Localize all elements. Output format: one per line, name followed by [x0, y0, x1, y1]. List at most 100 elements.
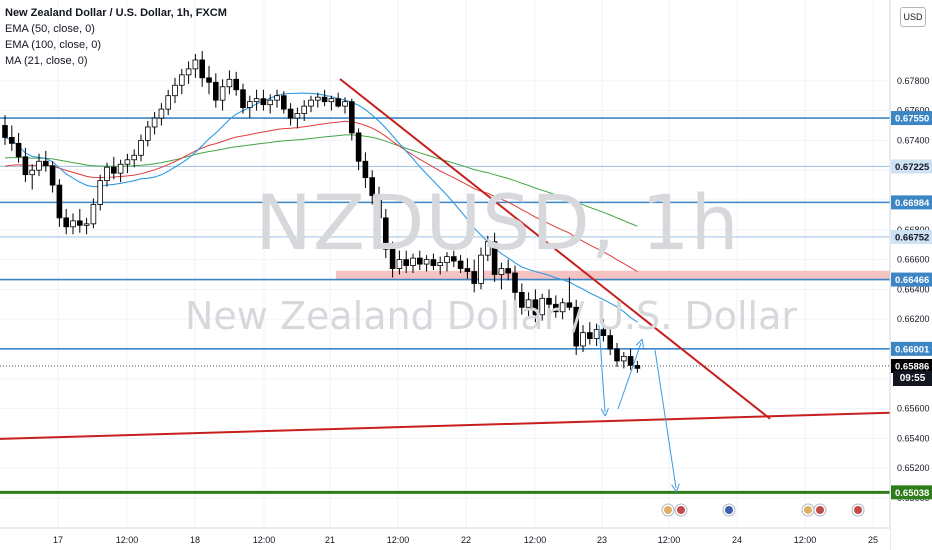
candle-body [192, 59, 199, 70]
candle-body [457, 260, 464, 269]
event-flag-icon [813, 503, 827, 517]
last-price-label-text: 0.65886 [895, 361, 929, 372]
legend-ma21[interactable]: MA (21, close, 0) [5, 55, 88, 67]
candle-body [158, 108, 165, 119]
candle [219, 79, 226, 111]
support-price-label-box [891, 485, 932, 500]
x-tick-label: 12:00 [387, 535, 410, 545]
candle-body [131, 154, 138, 161]
currency-button[interactable]: USD [900, 7, 926, 27]
candle-body [614, 348, 620, 362]
event-flag-fill [677, 506, 685, 514]
level-price-label-faint-text: 0.67225 [895, 162, 930, 173]
candle-body [525, 299, 532, 308]
candle-body [519, 291, 525, 308]
candle [15, 132, 22, 163]
candle-body [294, 113, 301, 119]
candle [212, 73, 219, 108]
candle [457, 255, 464, 274]
candle-body [233, 78, 240, 91]
candle [274, 89, 280, 108]
candle [600, 319, 607, 342]
candles [2, 51, 641, 373]
level-price-label-box [891, 272, 932, 287]
candle-body [627, 356, 634, 366]
candle [308, 95, 314, 113]
candle [240, 83, 246, 114]
candle [512, 265, 518, 300]
candle-body [246, 101, 253, 109]
support-price-label-text: 0.65038 [895, 488, 929, 499]
candle [172, 77, 178, 104]
candle [471, 259, 477, 293]
event-flag-fill [816, 506, 824, 514]
candle-body [165, 95, 172, 110]
candle [484, 235, 491, 262]
moving-averages [4, 92, 638, 323]
candle-body [553, 303, 559, 313]
candle [348, 98, 355, 141]
candle-body [389, 248, 396, 269]
y-tick-label: 0.67600 [897, 106, 930, 116]
resistance-zone [336, 270, 890, 280]
candle [83, 217, 90, 235]
level-price-label-faint-box [891, 159, 932, 174]
candle [301, 100, 307, 122]
candle-body [471, 271, 477, 284]
candle-body [90, 204, 97, 225]
candle [144, 121, 151, 147]
candle-body [308, 99, 314, 107]
projection-arrows [598, 324, 676, 488]
candle-body [559, 302, 566, 313]
candle [389, 241, 396, 278]
trendlines [0, 78, 891, 440]
watermark-name: New Zealand Dollar / U.S. Dollar [185, 294, 797, 338]
candle [587, 322, 593, 345]
y-tick-label: 0.67400 [897, 135, 930, 145]
legend-ema100[interactable]: EMA (100, close, 0) [5, 39, 101, 51]
candle-body [546, 297, 552, 305]
candle [206, 65, 212, 95]
economic-events [661, 503, 865, 517]
ema100-line [4, 134, 638, 227]
y-tick-label: 0.66600 [897, 255, 930, 265]
candle [416, 250, 423, 271]
y-tick-label: 0.65400 [897, 433, 930, 443]
candle-body [253, 98, 260, 103]
event-flag-icon [722, 503, 736, 517]
candle [43, 150, 49, 172]
candle-body [219, 86, 226, 101]
candle-body [8, 137, 15, 144]
candle [104, 162, 110, 187]
candle [178, 68, 185, 95]
candle [253, 89, 260, 111]
candle-body [260, 98, 267, 106]
level-price-label-faint-text: 0.66752 [895, 232, 929, 243]
event-flag-fill [664, 506, 672, 514]
candle [280, 91, 287, 114]
candle [430, 253, 437, 271]
candle-body [199, 59, 206, 79]
candle [77, 208, 83, 233]
candle-body [206, 77, 212, 83]
candle [165, 89, 172, 116]
candle-body [342, 101, 348, 107]
candle-body [587, 332, 593, 339]
candle-body [335, 98, 341, 107]
candle [546, 289, 552, 311]
ma21-line [4, 92, 638, 323]
candle-body [280, 95, 287, 110]
candle [532, 289, 539, 323]
candle [335, 92, 341, 108]
time-axis-bg [0, 528, 890, 550]
y-tick-label: 0.65200 [897, 463, 930, 473]
candle-body [573, 306, 579, 347]
candle-body [362, 160, 369, 179]
candle [593, 323, 600, 347]
candle-body [403, 259, 409, 266]
countdown-label: 09:55 [893, 371, 932, 386]
candle [376, 186, 382, 230]
legend-ema50[interactable]: EMA (50, close, 0) [5, 23, 95, 35]
x-tick-label: 22 [461, 535, 471, 545]
